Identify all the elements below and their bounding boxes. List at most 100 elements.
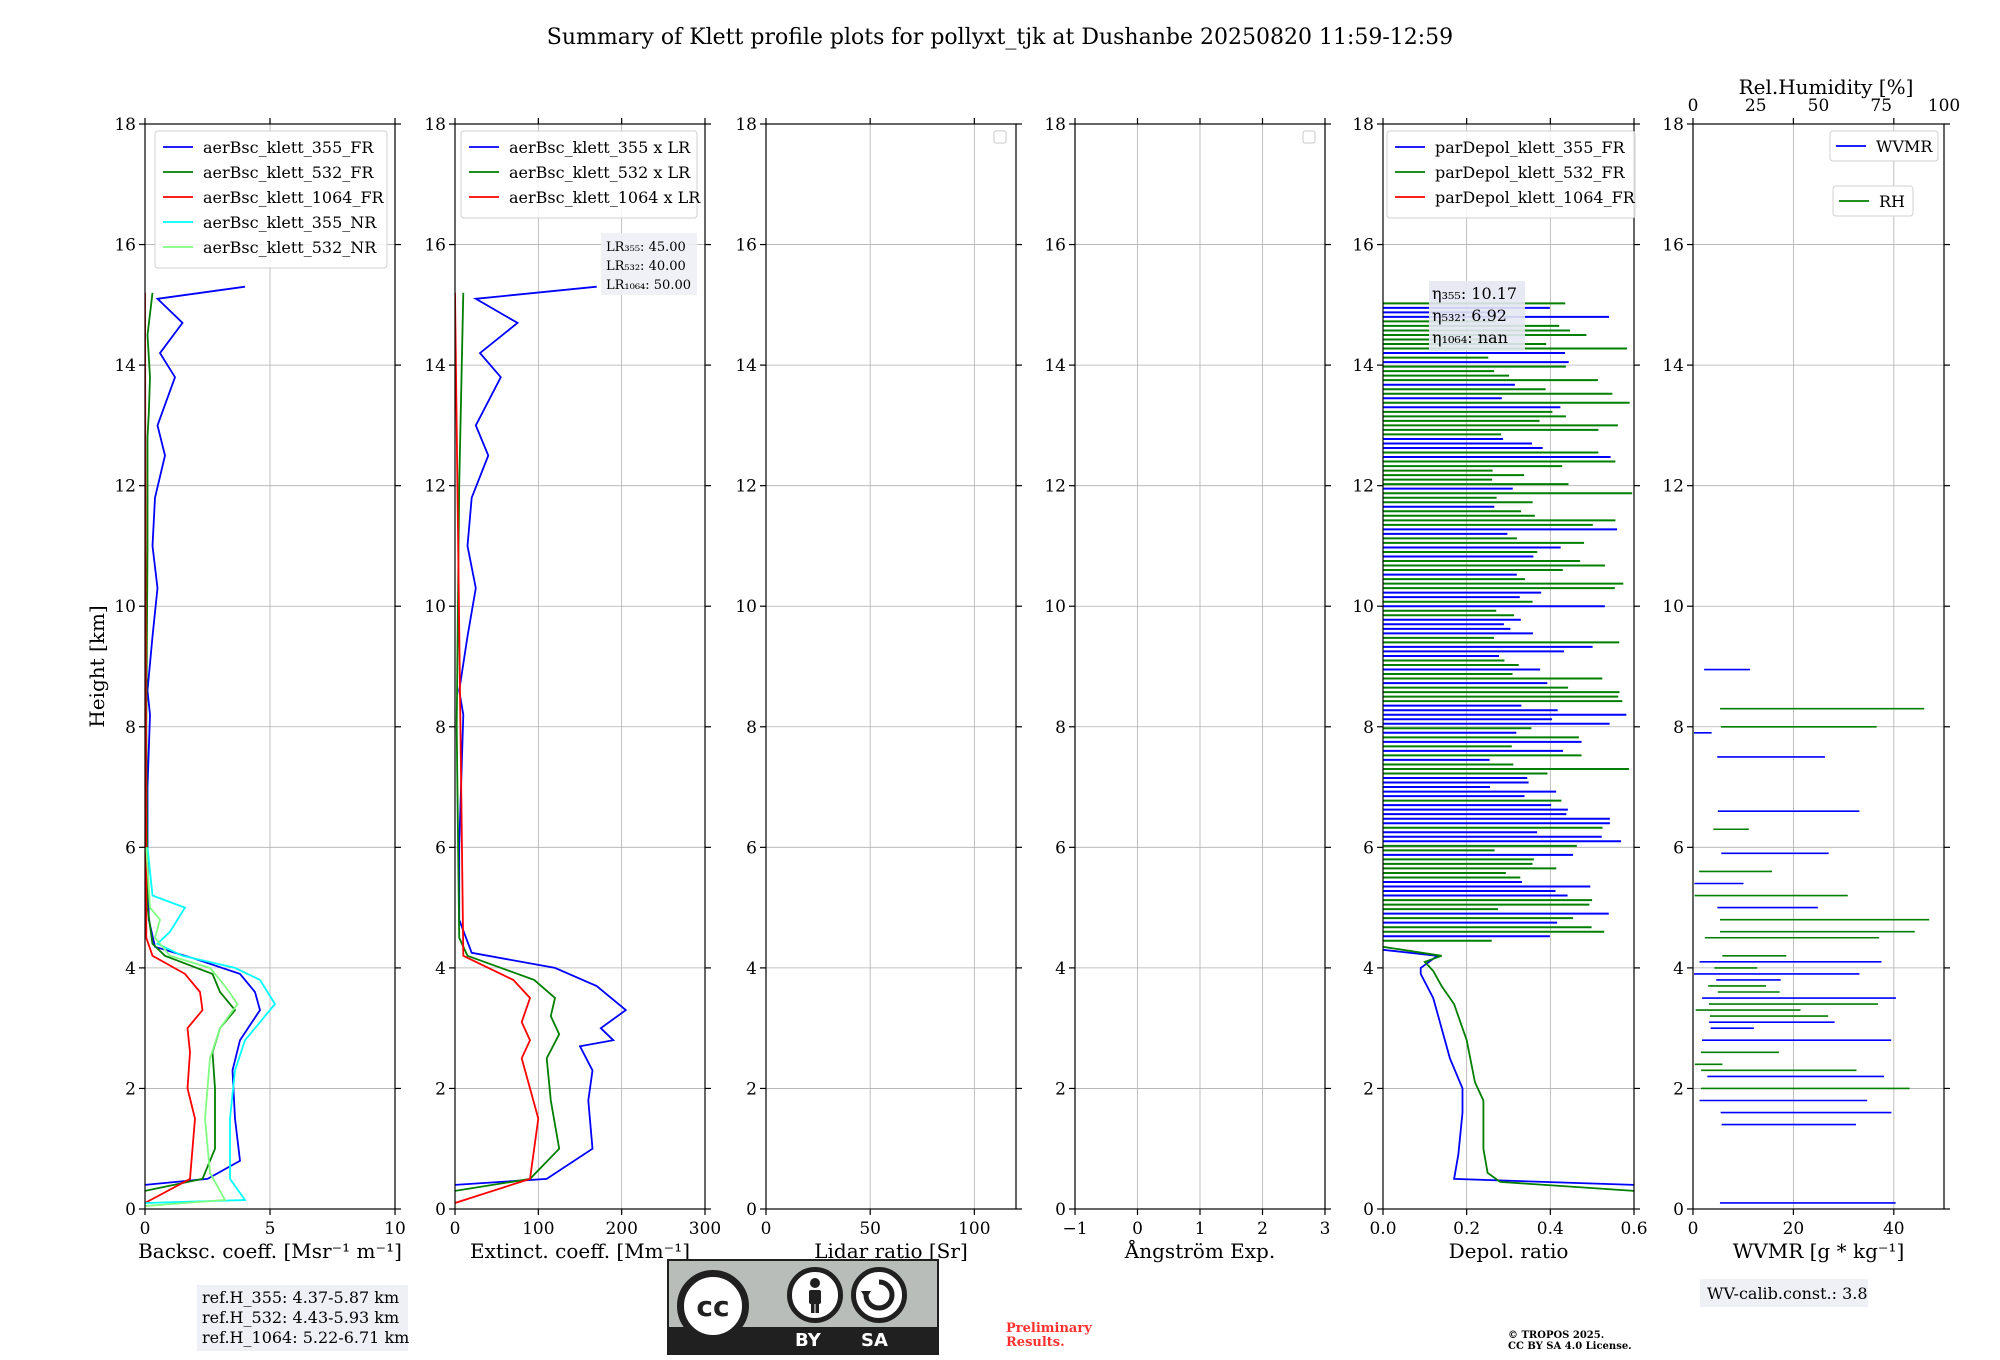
y-tick-label: 4 <box>746 959 757 979</box>
y-tick-label: 0 <box>435 1200 446 1220</box>
top-x-axis-label: Rel.Humidity [%] <box>1739 75 1914 99</box>
y-tick-label: 2 <box>1673 1079 1684 1099</box>
y-tick-label: 4 <box>1673 959 1684 979</box>
copyright-text: © TROPOS 2025. <box>1508 1330 1604 1341</box>
x-tick-label: 0 <box>761 1219 772 1239</box>
x-tick-label: 40 <box>1883 1219 1905 1239</box>
legend-label: RH <box>1879 192 1905 211</box>
series-line-aerbsc-klett-532-fr <box>145 292 237 1192</box>
axes-frame <box>1382 123 1635 1210</box>
legend-box <box>1829 130 1939 162</box>
y-tick-label: 18 <box>1662 115 1684 135</box>
ref-height-text: ref.H_532: 4.43-5.93 km <box>202 1308 399 1327</box>
y-tick-label: 2 <box>1055 1079 1066 1099</box>
top-x-tick-label: 100 <box>1928 96 1960 116</box>
y-tick-label: 10 <box>1044 597 1066 617</box>
person-icon <box>787 1267 843 1323</box>
series-line-aerbsc-klett-355-fr <box>145 285 261 1186</box>
depol-annotation: η₃₅₅: 10.17 <box>1432 284 1517 303</box>
depol-annotation-box <box>1429 281 1525 351</box>
x-tick-label: −1 <box>1062 1219 1087 1239</box>
y-tick-label: 16 <box>1352 236 1374 256</box>
y-tick-label: 6 <box>125 838 136 858</box>
x-axis-label: Ångström Exp. <box>1124 1238 1275 1263</box>
x-tick-label: 0.2 <box>1453 1219 1480 1239</box>
legend-label: aerBsc_klett_355_NR <box>203 213 377 232</box>
legend-box <box>460 130 698 219</box>
cc-license-badge: cc BY SA <box>667 1259 939 1355</box>
profile-noise <box>1693 668 1930 1204</box>
axes-frame <box>454 123 706 1210</box>
ref-height-text: ref.H_1064: 5.22-6.71 km <box>202 1328 409 1347</box>
legend-label: parDepol_klett_532_FR <box>1435 163 1626 182</box>
lidar-ratio-annotation: LR₃₅₅: 45.00 <box>606 240 686 255</box>
y-tick-label: 4 <box>435 959 446 979</box>
x-tick-label: 3 <box>1320 1219 1331 1239</box>
y-tick-label: 12 <box>114 477 136 497</box>
top-x-tick-label: 25 <box>1745 96 1767 116</box>
y-tick-label: 16 <box>1044 236 1066 256</box>
series-line-aerbsc-klett-1064-fr <box>145 292 204 1204</box>
x-tick-label: 0 <box>140 1219 151 1239</box>
y-tick-label: 8 <box>435 718 446 738</box>
series-line-aerbsc-klett-532-x-lr <box>455 292 561 1192</box>
top-x-tick-label: 50 <box>1808 96 1830 116</box>
y-tick-label: 18 <box>424 115 446 135</box>
legend-box <box>1832 185 1914 217</box>
y-tick-label: 10 <box>114 597 136 617</box>
y-tick-label: 12 <box>1044 477 1066 497</box>
series-line-pardepol-klett-532-fr <box>1383 945 1634 1192</box>
y-tick-label: 12 <box>1662 477 1684 497</box>
x-tick-label: 100 <box>958 1219 990 1239</box>
x-tick-label: 5 <box>265 1219 276 1239</box>
x-tick-label: 200 <box>605 1219 637 1239</box>
legend-label: aerBsc_klett_532_FR <box>203 163 374 182</box>
y-tick-label: 2 <box>435 1079 446 1099</box>
x-tick-label: 0.0 <box>1369 1219 1396 1239</box>
y-tick-label: 14 <box>1662 356 1684 376</box>
legend-label: parDepol_klett_1064_FR <box>1435 188 1636 207</box>
legend-label: aerBsc_klett_1064_FR <box>203 188 385 207</box>
wv-calib-text: WV-calib.const.: 3.8 <box>1707 1284 1868 1303</box>
x-tick-label: 0.6 <box>1620 1219 1647 1239</box>
empty-legend-box <box>993 130 1007 144</box>
y-tick-label: 8 <box>125 718 136 738</box>
cc-logo-icon: cc <box>677 1270 749 1342</box>
y-tick-label: 12 <box>1352 477 1374 497</box>
y-tick-label: 14 <box>114 356 136 376</box>
y-tick-label: 18 <box>1352 115 1374 135</box>
y-tick-label: 12 <box>424 477 446 497</box>
y-tick-label: 10 <box>735 597 757 617</box>
figure-title: Summary of Klett profile plots for polly… <box>547 25 1453 50</box>
x-tick-label: 300 <box>689 1219 721 1239</box>
series-line-pardepol-klett-355-fr <box>1383 948 1634 1186</box>
series-line-aerbsc-klett-1064-x-lr <box>455 292 540 1204</box>
y-tick-label: 0 <box>1363 1200 1374 1220</box>
axes-frame <box>1692 123 1945 1210</box>
y-tick-label: 16 <box>114 236 136 256</box>
profile-noise <box>1383 302 1633 942</box>
x-axis-label: Backsc. coeff. [Msr⁻¹ m⁻¹] <box>138 1239 402 1263</box>
y-tick-label: 4 <box>1363 959 1374 979</box>
x-tick-label: 2 <box>1257 1219 1268 1239</box>
series-line-aerbsc-klett-532-nr <box>145 847 239 1207</box>
preliminary-text: Results. <box>1006 1335 1065 1350</box>
lidar-ratio-annotation: LR₅₃₂: 40.00 <box>606 259 686 274</box>
y-tick-label: 8 <box>1363 718 1374 738</box>
y-tick-label: 14 <box>1044 356 1066 376</box>
x-tick-label: 10 <box>384 1219 406 1239</box>
y-tick-label: 0 <box>1673 1200 1684 1220</box>
top-x-tick-label: 0 <box>1688 96 1699 116</box>
y-tick-label: 6 <box>1673 838 1684 858</box>
y-tick-label: 6 <box>1055 838 1066 858</box>
y-tick-label: 8 <box>1673 718 1684 738</box>
lidar-ratio-annotation-box <box>601 233 697 295</box>
series-line-aerbsc-klett-355-nr <box>145 847 277 1204</box>
y-tick-label: 18 <box>114 115 136 135</box>
wv-calib-box <box>1700 1279 1868 1307</box>
y-tick-label: 16 <box>1662 236 1684 256</box>
license-by-label: BY <box>795 1330 821 1351</box>
x-tick-label: 1 <box>1195 1219 1206 1239</box>
depol-annotation: η₁₀₆₄: nan <box>1432 328 1508 347</box>
